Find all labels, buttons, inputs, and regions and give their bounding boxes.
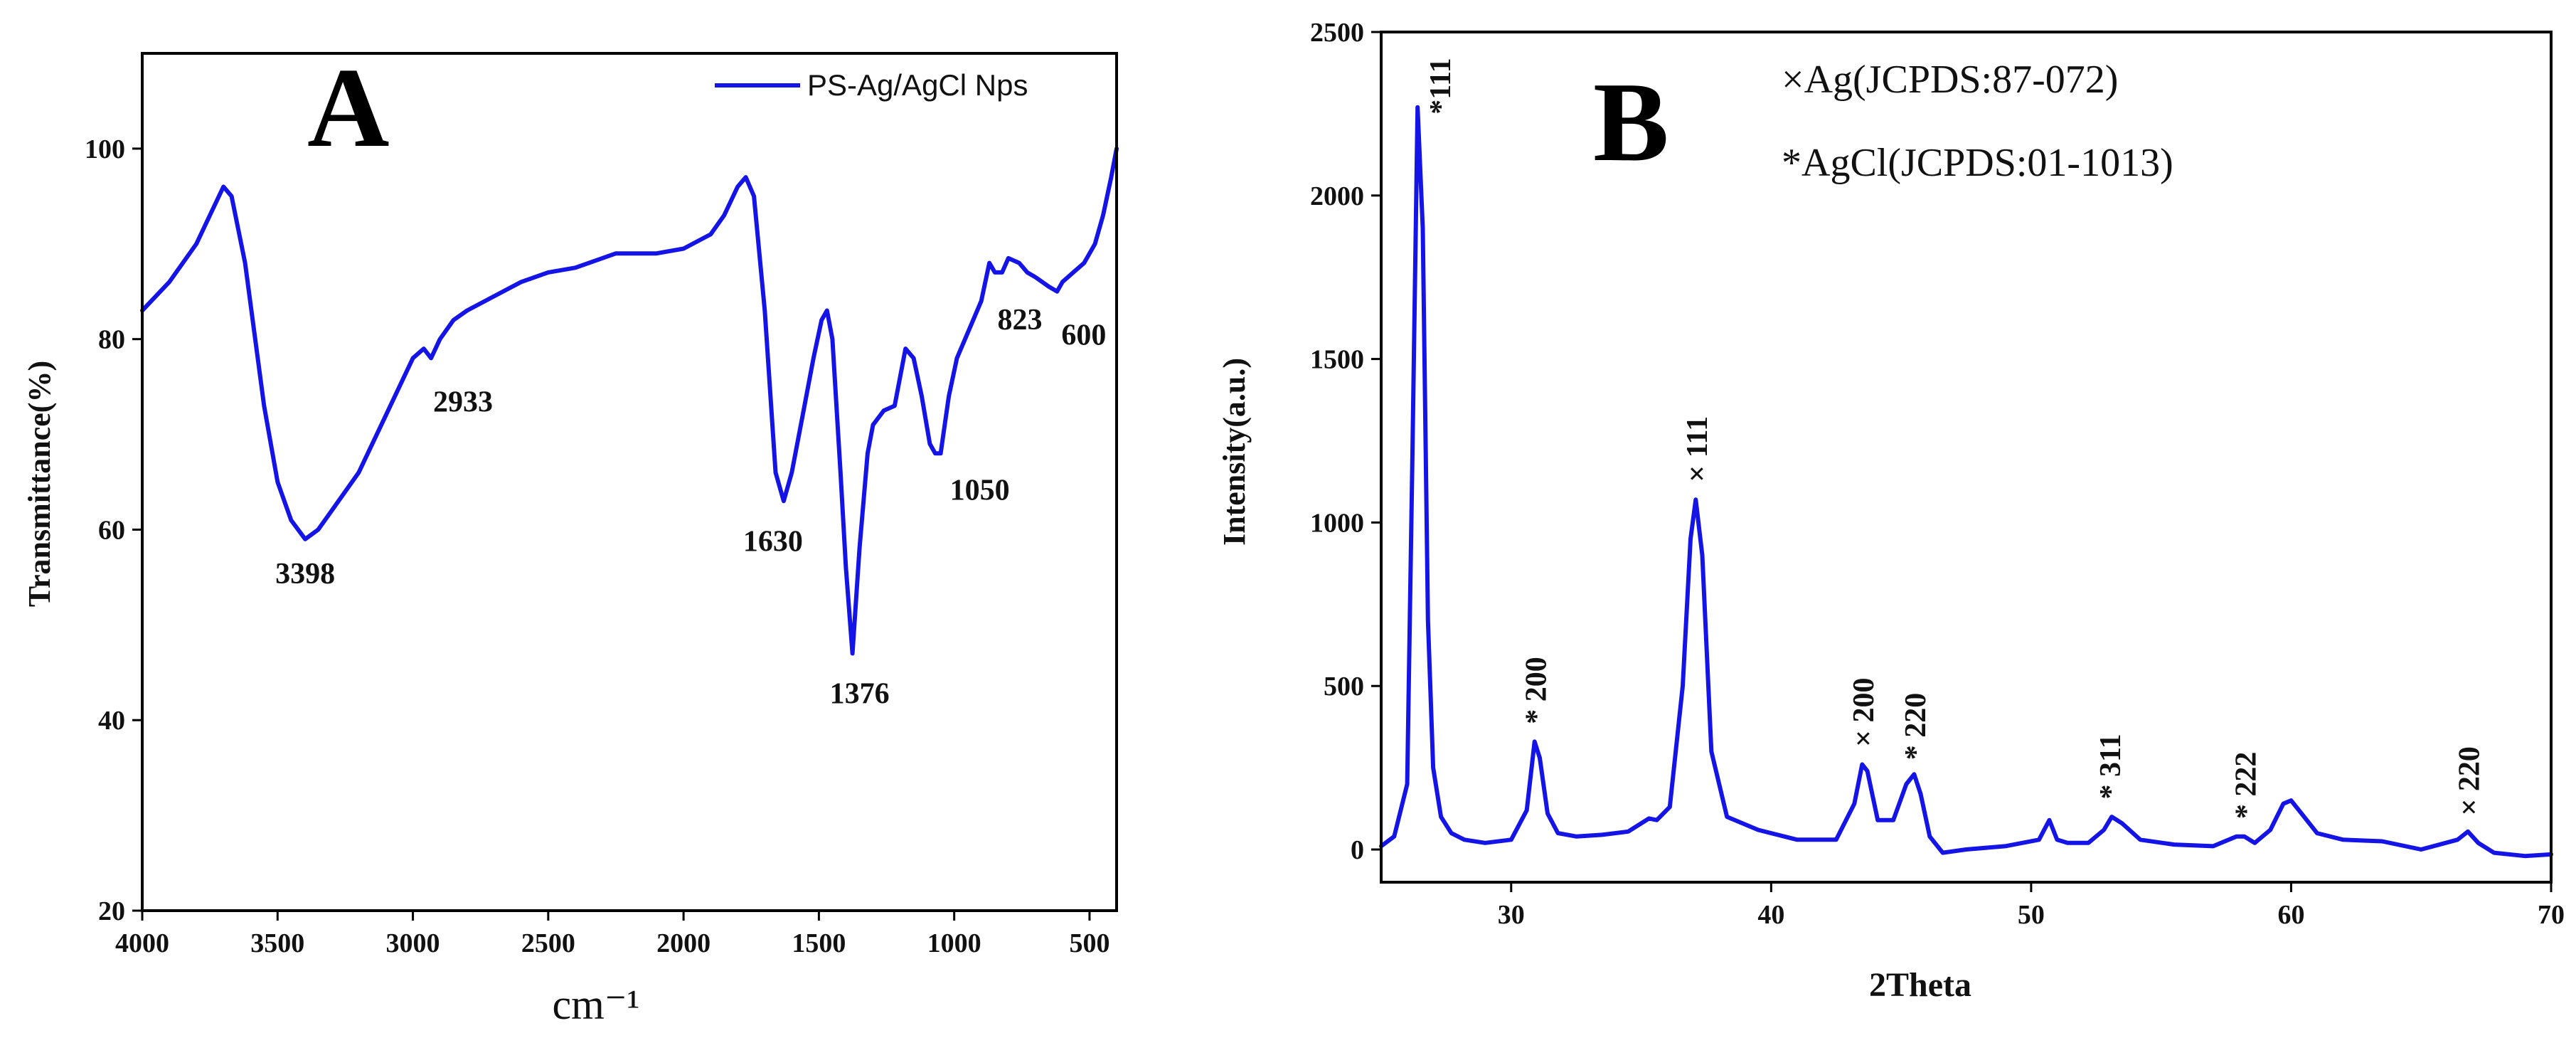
panel-b-series-line: [1379, 105, 2553, 859]
panel-a-peak-labels: 3398 2933 1630 1376 1050 823 600: [275, 304, 1106, 711]
panel-a-ticks: [132, 147, 1091, 921]
x-tick-label: 30: [1498, 900, 1525, 930]
x-tick-label: 3000: [386, 928, 440, 958]
x-tick-label: 50: [2018, 900, 2045, 930]
panel-b-ticks: [1371, 31, 2553, 892]
peak-label: × 200: [1848, 677, 1880, 746]
peak-label: × 220: [2454, 746, 2486, 815]
panel-a-legend-label: PS-Ag/AgCl Nps: [807, 68, 1028, 102]
panel-b-x-axis-title: 2Theta: [1869, 966, 1971, 1004]
peak-label: 1050: [950, 474, 1010, 507]
peak-label: 3398: [275, 558, 335, 591]
panel-a-y-axis-title: Transmittance(%): [22, 361, 57, 607]
y-tick-label: 2500: [1310, 18, 1364, 48]
y-tick-label: 40: [98, 706, 125, 736]
panel-b-reference-agcl: *AgCl(JCPDS:01-1013): [1782, 141, 2173, 185]
y-tick-label: 0: [1351, 835, 1364, 865]
y-tick-label: 20: [98, 896, 125, 926]
peak-label: × 111: [1681, 416, 1714, 482]
x-tick-label: 70: [2538, 900, 2565, 930]
peak-label: 600: [1061, 319, 1106, 352]
peak-label: * 222: [2230, 752, 2262, 820]
panel-a-series-line: [140, 146, 1119, 656]
panel-b-plot-frame: [1380, 31, 2553, 884]
panel-b-peak-labels: *111 * 200 × 111 × 200 * 220 * 311 * 222 × 220: [1425, 58, 2486, 819]
panel-b-label: B: [1593, 58, 1669, 185]
peak-label: *111: [1425, 58, 1457, 114]
panel-b-reference-ag: ×Ag(JCPDS:87-072): [1782, 58, 2118, 102]
y-tick-label: 100: [85, 134, 125, 164]
x-tick-label: 1500: [792, 928, 846, 958]
y-tick-label: 80: [98, 325, 125, 355]
panel-b-tick-labels: 30 40 50 60 70 0 500 1000 1500 2000 2500: [1310, 18, 2565, 930]
y-tick-label: 1000: [1310, 508, 1364, 538]
peak-label: 823: [998, 304, 1043, 337]
y-tick-label: 500: [1324, 672, 1364, 701]
x-tick-label: 500: [1069, 928, 1109, 958]
x-tick-label: 40: [1757, 900, 1784, 930]
y-tick-label: 2000: [1310, 181, 1364, 211]
panel-a-plot-frame: [141, 52, 1118, 912]
panel-a-tick-labels: 4000 3500 3000 2500 2000 1500 1000 500 20 40 60 80 1…: [85, 134, 1109, 958]
x-tick-label: 1000: [927, 928, 981, 958]
peak-label: * 220: [1900, 693, 1932, 761]
peak-label: 1630: [743, 525, 803, 558]
x-tick-label: 2500: [521, 928, 575, 958]
panel-b-y-axis-title: Intensity(a.u.): [1217, 358, 1252, 546]
panel-a-ftir-chart: 4000 3500 3000 2500 2000 1500 1000 500 20 40 60 80 1…: [22, 44, 1119, 1028]
peak-label: * 311: [2095, 734, 2127, 799]
panel-a-x-axis-title: cm⁻¹: [553, 981, 640, 1028]
y-tick-label: 60: [98, 515, 125, 545]
peak-label: * 200: [1520, 657, 1553, 724]
x-tick-label: 60: [2277, 900, 2304, 930]
x-tick-label: 2000: [656, 928, 710, 958]
x-tick-label: 3500: [250, 928, 304, 958]
panel-b-xrd-chart: 30 40 50 60 70 0 500 1000 1500 2000 2500 *111 * 200…: [1217, 18, 2565, 1004]
x-tick-label: 4000: [115, 928, 169, 958]
y-tick-label: 1500: [1310, 345, 1364, 375]
peak-label: 2933: [433, 386, 493, 418]
peak-label: 1376: [830, 678, 890, 711]
panel-a-label: A: [307, 44, 390, 171]
